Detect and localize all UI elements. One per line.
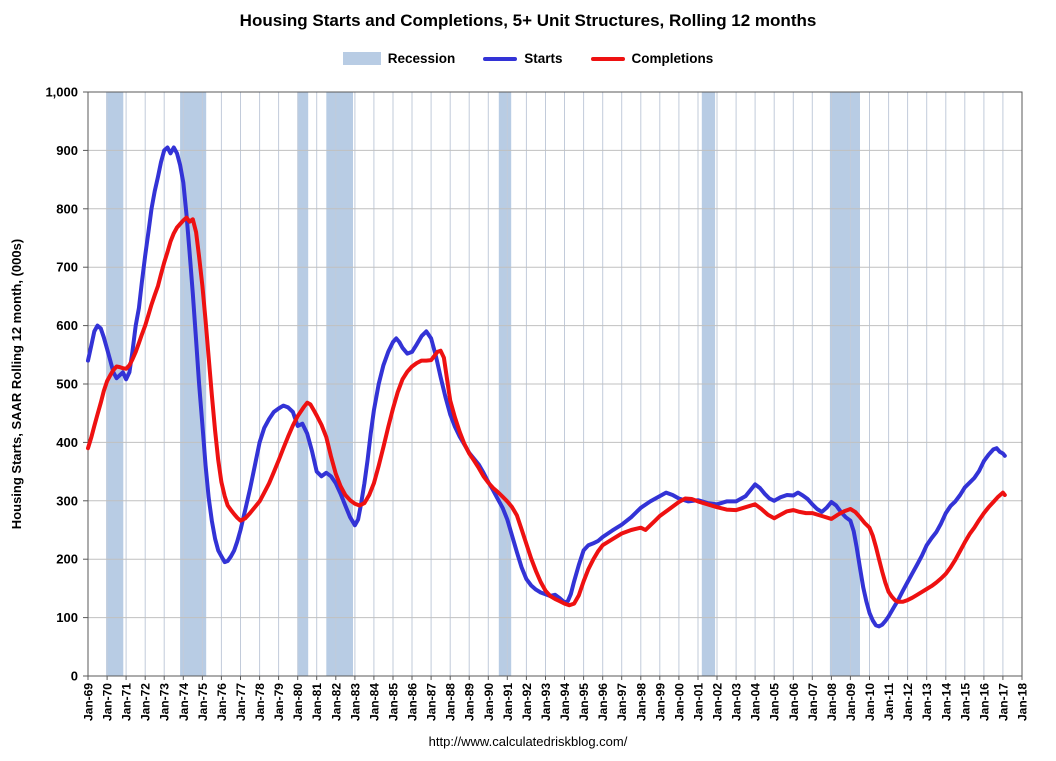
x-tick-label: Jan-83	[348, 683, 362, 721]
x-tick-label: Jan-80	[291, 683, 305, 721]
y-tick-label: 500	[56, 377, 78, 392]
legend-item-recession: Recession	[342, 51, 456, 66]
x-tick-label: Jan-74	[177, 683, 191, 721]
x-tick-label: Jan-72	[139, 683, 153, 721]
x-tick-label: Jan-81	[310, 683, 324, 721]
legend-item-completions: Completions	[590, 51, 714, 66]
x-tick-label: Jan-09	[844, 683, 858, 721]
x-tick-label: Jan-77	[234, 683, 248, 721]
x-tick-label: Jan-71	[120, 683, 134, 721]
x-tick-label: Jan-94	[558, 683, 572, 721]
y-axis-title: Housing Starts, SAAR Rolling 12 month, (…	[9, 239, 24, 529]
x-tick-label: Jan-84	[367, 683, 381, 721]
x-tick-label: Jan-78	[253, 683, 267, 721]
recession-swatch	[342, 52, 381, 65]
x-tick-label: Jan-87	[425, 683, 439, 721]
x-tick-label: Jan-89	[463, 683, 477, 721]
completions-line-swatch	[590, 56, 625, 61]
x-tick-label: Jan-16	[977, 683, 991, 721]
x-tick-label: Jan-69	[82, 683, 96, 721]
y-tick-label: 200	[56, 552, 78, 567]
x-tick-label: Jan-08	[825, 683, 839, 721]
y-tick-label: 700	[56, 260, 78, 275]
y-tick-label: 900	[56, 143, 78, 158]
x-tick-label: Jan-07	[806, 683, 820, 721]
x-tick-label: Jan-90	[482, 683, 496, 721]
x-tick-label: Jan-79	[272, 683, 286, 721]
x-tick-label: Jan-06	[787, 683, 801, 721]
legend-item-starts: Starts	[483, 51, 563, 66]
x-tick-label: Jan-01	[692, 683, 706, 721]
starts-line-swatch	[483, 56, 518, 61]
x-tick-label: Jan-75	[196, 683, 210, 721]
x-tick-label: Jan-70	[101, 683, 115, 721]
x-tick-label: Jan-73	[158, 683, 172, 721]
y-tick-label: 600	[56, 318, 78, 333]
x-tick-label: Jan-86	[406, 683, 420, 721]
x-tick-label: Jan-99	[653, 683, 667, 721]
x-tick-label: Jan-17	[996, 683, 1010, 721]
x-tick-label: Jan-93	[539, 683, 553, 721]
x-tick-label: Jan-15	[958, 683, 972, 721]
x-tick-label: Jan-95	[577, 683, 591, 721]
x-tick-label: Jan-96	[596, 683, 610, 721]
legend: Recession Starts Completions	[0, 51, 1056, 66]
x-tick-label: Jan-03	[730, 683, 744, 721]
y-tick-label: 0	[71, 669, 78, 684]
x-tick-label: Jan-12	[901, 683, 915, 721]
legend-label-recession: Recession	[387, 51, 456, 66]
x-tick-label: Jan-88	[444, 683, 458, 721]
y-tick-label: 800	[56, 201, 78, 216]
x-tick-label: Jan-85	[387, 683, 401, 721]
x-tick-label: Jan-02	[711, 683, 725, 721]
y-tick-label: 1,000	[45, 85, 78, 100]
x-tick-label: Jan-91	[501, 683, 515, 721]
y-tick-label: 100	[56, 610, 78, 625]
x-tick-label: Jan-76	[215, 683, 229, 721]
x-tick-label: Jan-05	[768, 683, 782, 721]
x-tick-label: Jan-97	[615, 683, 629, 721]
x-tick-label: Jan-18	[1016, 683, 1030, 721]
x-tick-label: Jan-13	[920, 683, 934, 721]
x-tick-label: Jan-82	[329, 683, 343, 721]
legend-label-starts: Starts	[524, 51, 563, 66]
y-tick-label: 400	[56, 435, 78, 450]
chart-title: Housing Starts and Completions, 5+ Unit …	[239, 11, 817, 30]
x-tick-label: Jan-11	[882, 683, 896, 721]
x-tick-label: Jan-04	[749, 683, 763, 721]
x-tick-label: Jan-14	[939, 683, 953, 721]
x-tick-label: Jan-00	[672, 683, 686, 721]
y-tick-label: 300	[56, 493, 78, 508]
source-url: http://www.calculatedriskblog.com/	[428, 734, 628, 749]
x-tick-label: Jan-10	[863, 683, 877, 721]
x-tick-label: Jan-92	[520, 683, 534, 721]
x-tick-label: Jan-98	[634, 683, 648, 721]
series-starts-line	[86, 145, 1007, 629]
legend-label-completions: Completions	[631, 51, 714, 66]
series-completions-line	[86, 215, 1007, 608]
